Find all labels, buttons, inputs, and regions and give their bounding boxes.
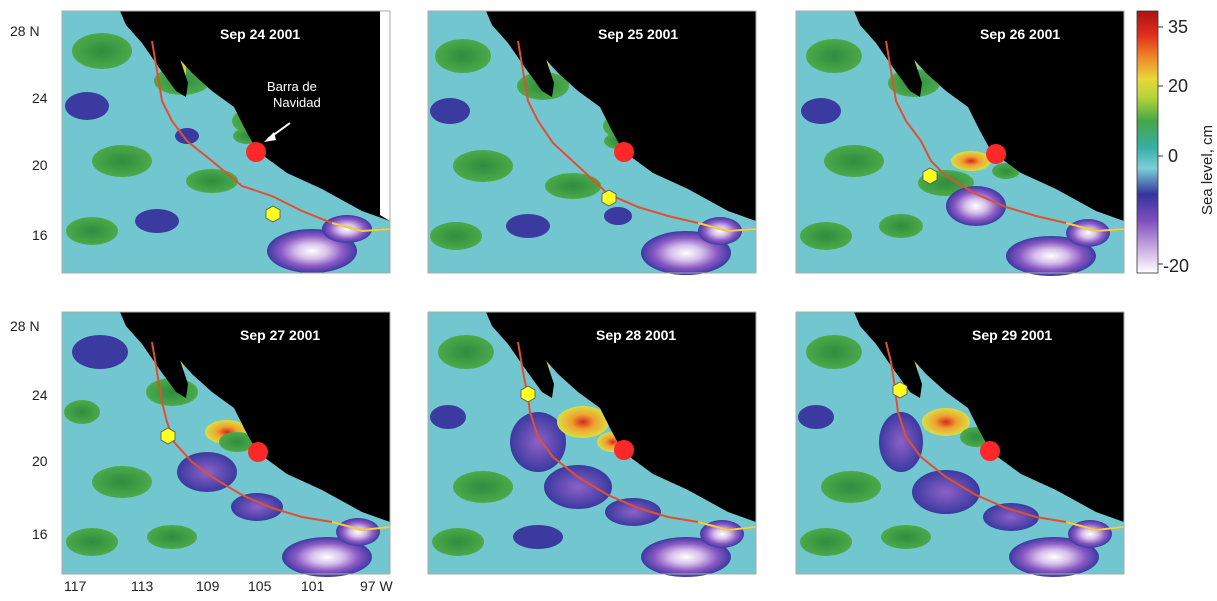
panel-date: Sep 29 2001 [972,327,1052,343]
colorbar-tick-label-0: 0 [1168,146,1178,166]
storm-position-marker [893,382,907,398]
land-white-margin [380,11,390,221]
lon-tick-117: 117 [64,578,87,594]
panel-date: Sep 25 2001 [598,26,678,42]
lon-tick-113: 113 [131,578,154,594]
lat-tick-28: 28 N [10,23,40,39]
colorbar-tick-label-35: 35 [1168,17,1188,37]
storm-position-marker [923,168,937,184]
longitude-axis: 117 113 109 105 101 97 W [64,578,393,594]
panel-letter: a [360,23,371,43]
lat-tick-16: 16 [32,526,48,542]
lon-tick-101: 101 [301,578,325,594]
lat-tick-20: 20 [32,453,48,469]
storm-position-marker [521,386,535,402]
barra-de-navidad-marker [248,442,268,462]
barra-de-navidad-marker [614,440,634,460]
annotation-line-2: Navidad [273,95,321,110]
barra-de-navidad-marker [614,142,634,162]
lat-tick-24: 24 [32,90,48,106]
panel-date: Sep 24 2001 [220,26,300,42]
lat-tick-28: 28 N [10,318,40,334]
latitude-axis-bottom: 28 N 24 20 16 [10,318,48,542]
map-panel-b: Sep 25 2001 b [428,11,756,275]
panel-letter: d [360,324,370,344]
lat-tick-24: 24 [32,387,48,403]
map-panel-d: Sep 27 2001 d [62,312,390,577]
annotation-line-1: Barra de [267,79,317,94]
storm-position-marker [266,206,280,222]
colorbar-gradient [1137,11,1158,273]
barra-de-navidad-marker [980,441,1000,461]
map-panel-a: Sep 24 2001 a Barra de Navidad [62,11,390,273]
lon-tick-109: 109 [196,578,220,594]
panel-letter: e [1094,324,1104,344]
barra-de-navidad-marker [986,144,1006,164]
panel-date: Sep 28 2001 [596,327,676,343]
map-panel-c: Sep 26 2001 c [796,11,1124,276]
colorbar-tick-label-20: 20 [1168,76,1188,96]
panel-letter: b [726,23,736,43]
colorbar-label: Sea level, cm [1199,125,1216,215]
lat-tick-16: 16 [32,227,48,243]
barra-de-navidad-marker [246,142,266,162]
storm-position-marker [602,190,616,206]
lon-tick-97w: 97 W [360,578,393,594]
latitude-axis-top: 28 N 24 20 16 [10,23,48,243]
map-panel-e: Sep 29 2001 e [796,312,1124,577]
colorbar-tick-label-neg20: -20 [1163,256,1189,276]
storm-position-marker [161,428,175,444]
panel-date: Sep 27 2001 [240,327,320,343]
lat-tick-20: 20 [32,157,48,173]
panel-date: Sep 26 2001 [980,26,1060,42]
colorbar: 35 20 0 -20 Sea level, cm [1137,11,1216,276]
panel-letter: c [1094,23,1103,43]
map-panel-f: Sep 28 2001 f [428,312,756,577]
lon-tick-105: 105 [248,578,272,594]
